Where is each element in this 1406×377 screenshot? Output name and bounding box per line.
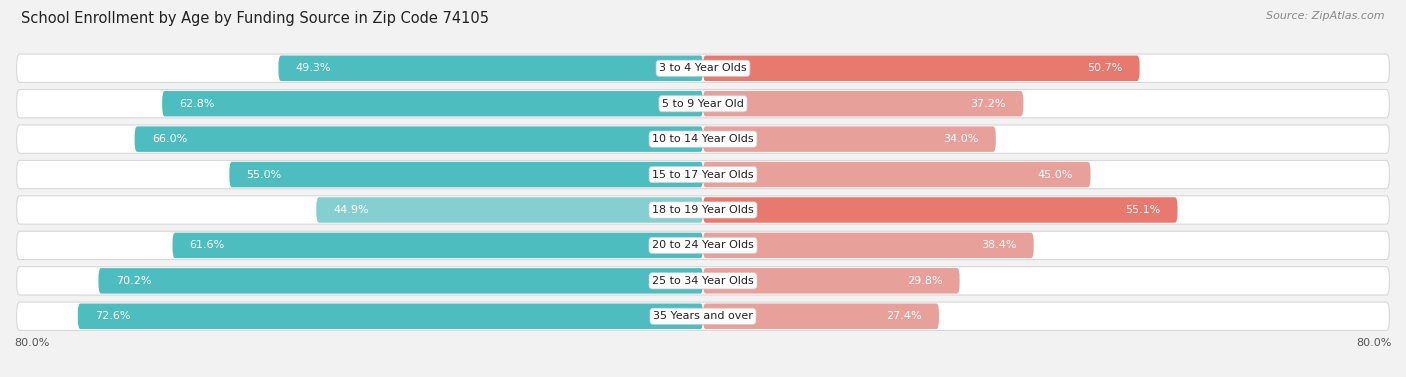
Text: 66.0%: 66.0% <box>152 134 187 144</box>
Text: 27.4%: 27.4% <box>886 311 922 321</box>
FancyBboxPatch shape <box>703 55 1140 81</box>
FancyBboxPatch shape <box>135 126 703 152</box>
FancyBboxPatch shape <box>17 125 1389 153</box>
FancyBboxPatch shape <box>703 162 1091 187</box>
FancyBboxPatch shape <box>17 196 1389 224</box>
Text: 20 to 24 Year Olds: 20 to 24 Year Olds <box>652 241 754 250</box>
Text: 61.6%: 61.6% <box>190 241 225 250</box>
Text: 80.0%: 80.0% <box>1357 338 1392 348</box>
Text: 50.7%: 50.7% <box>1087 63 1122 73</box>
FancyBboxPatch shape <box>98 268 703 294</box>
Text: 5 to 9 Year Old: 5 to 9 Year Old <box>662 99 744 109</box>
Text: 34.0%: 34.0% <box>943 134 979 144</box>
Text: School Enrollment by Age by Funding Source in Zip Code 74105: School Enrollment by Age by Funding Sour… <box>21 11 489 26</box>
Text: 25 to 34 Year Olds: 25 to 34 Year Olds <box>652 276 754 286</box>
FancyBboxPatch shape <box>17 267 1389 295</box>
Text: 55.0%: 55.0% <box>246 170 281 179</box>
Text: 35 Years and over: 35 Years and over <box>652 311 754 321</box>
Text: 44.9%: 44.9% <box>333 205 370 215</box>
Text: 55.1%: 55.1% <box>1125 205 1160 215</box>
Text: 62.8%: 62.8% <box>180 99 215 109</box>
Text: 29.8%: 29.8% <box>907 276 942 286</box>
Text: 70.2%: 70.2% <box>115 276 152 286</box>
FancyBboxPatch shape <box>278 55 703 81</box>
Text: 3 to 4 Year Olds: 3 to 4 Year Olds <box>659 63 747 73</box>
Text: 18 to 19 Year Olds: 18 to 19 Year Olds <box>652 205 754 215</box>
FancyBboxPatch shape <box>17 54 1389 83</box>
FancyBboxPatch shape <box>17 231 1389 260</box>
Legend: Public School, Private School: Public School, Private School <box>591 375 815 377</box>
FancyBboxPatch shape <box>173 233 703 258</box>
FancyBboxPatch shape <box>703 233 1033 258</box>
FancyBboxPatch shape <box>77 303 703 329</box>
FancyBboxPatch shape <box>229 162 703 187</box>
Text: 49.3%: 49.3% <box>295 63 332 73</box>
FancyBboxPatch shape <box>703 126 995 152</box>
Text: 45.0%: 45.0% <box>1038 170 1073 179</box>
FancyBboxPatch shape <box>17 89 1389 118</box>
Text: 10 to 14 Year Olds: 10 to 14 Year Olds <box>652 134 754 144</box>
Text: 72.6%: 72.6% <box>96 311 131 321</box>
FancyBboxPatch shape <box>162 91 703 116</box>
FancyBboxPatch shape <box>703 91 1024 116</box>
Text: 38.4%: 38.4% <box>981 241 1017 250</box>
Text: 80.0%: 80.0% <box>14 338 49 348</box>
Text: 37.2%: 37.2% <box>970 99 1007 109</box>
Text: 15 to 17 Year Olds: 15 to 17 Year Olds <box>652 170 754 179</box>
FancyBboxPatch shape <box>316 197 703 223</box>
FancyBboxPatch shape <box>703 197 1177 223</box>
FancyBboxPatch shape <box>17 302 1389 331</box>
Text: Source: ZipAtlas.com: Source: ZipAtlas.com <box>1267 11 1385 21</box>
FancyBboxPatch shape <box>703 303 939 329</box>
FancyBboxPatch shape <box>703 268 960 294</box>
FancyBboxPatch shape <box>17 160 1389 189</box>
